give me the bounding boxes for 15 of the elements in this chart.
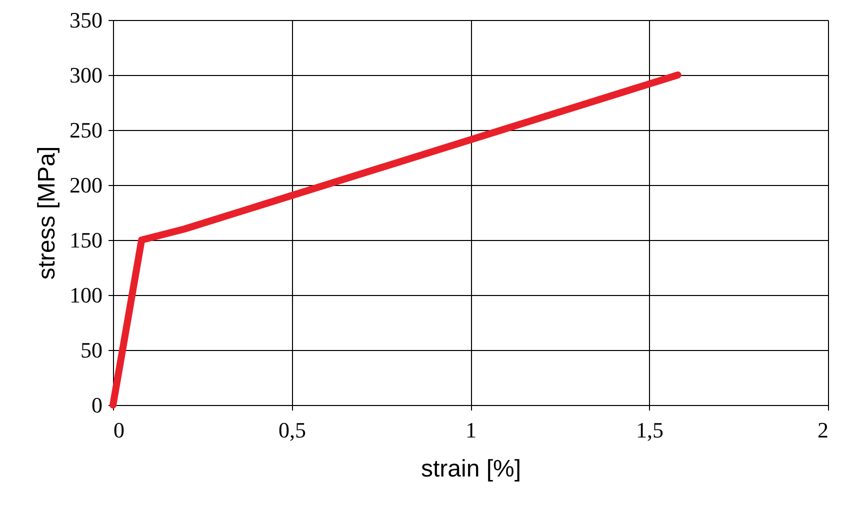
y-tick-label: 0 [92, 392, 102, 418]
y-tick-label: 250 [70, 118, 102, 142]
y-tick-label: 350 [70, 8, 102, 32]
x-tick-label: 0,5 [278, 418, 306, 442]
x-tick-label: 1 [466, 418, 476, 442]
y-axis-title: stress [MPa] [34, 146, 60, 280]
x-tick-label: 1,5 [636, 418, 664, 442]
x-tick-label: 0 [114, 418, 124, 442]
x-tick-label: 2 [818, 418, 828, 442]
x-axis-title: strain [%] [420, 456, 522, 482]
y-tick-label: 150 [70, 228, 102, 252]
y-tick-label: 300 [70, 62, 102, 88]
y-tick-label: 50 [80, 338, 102, 362]
y-tick-label: 200 [70, 172, 102, 198]
y-tick-label: 100 [70, 282, 102, 308]
